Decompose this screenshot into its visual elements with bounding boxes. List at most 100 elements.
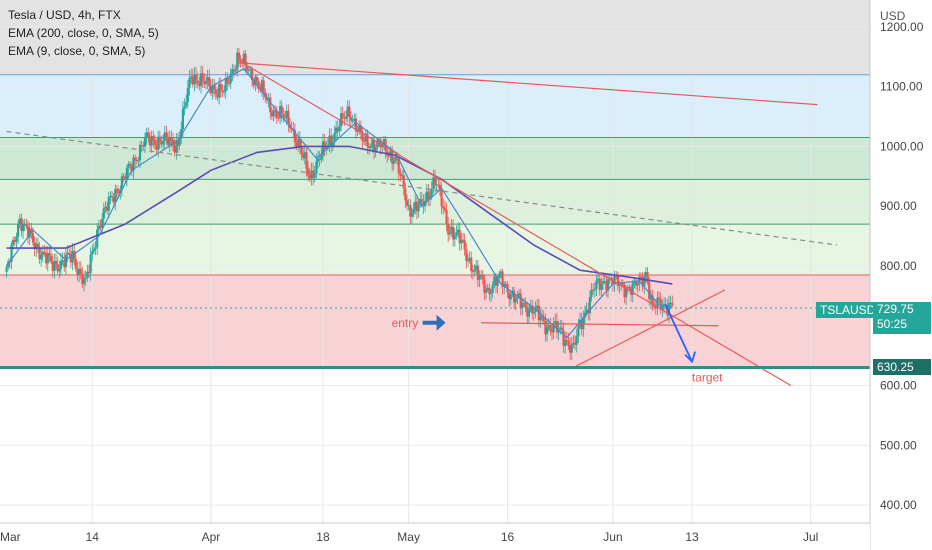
candle-body — [512, 290, 516, 303]
trend-line — [573, 289, 726, 369]
candle-body — [280, 106, 283, 114]
candle-body — [46, 253, 49, 264]
candle-body — [343, 117, 346, 119]
candle-body — [127, 163, 130, 168]
candle-body — [541, 316, 544, 318]
candle-body — [447, 224, 450, 235]
price-axis-panel[interactable] — [870, 0, 932, 550]
candle-body — [204, 81, 208, 85]
time-tick-label: 14 — [86, 530, 100, 544]
candle-body — [234, 70, 237, 72]
candle-body — [364, 133, 367, 141]
candle-body — [20, 218, 23, 232]
price-tick-label: 1200.00 — [880, 20, 924, 34]
candle-body — [227, 83, 231, 85]
candle-body — [496, 278, 499, 286]
price-tick-label: 400.00 — [880, 498, 917, 512]
candle-body — [550, 330, 554, 333]
price-tick-label: 500.00 — [880, 438, 917, 452]
candle-body — [646, 272, 649, 283]
candle-body — [58, 268, 61, 272]
price-tick-label: 900.00 — [880, 199, 917, 213]
candle-body — [12, 239, 15, 245]
candle-body — [442, 206, 445, 209]
candle-body — [374, 147, 377, 152]
candle-body — [102, 208, 105, 219]
candle-body — [539, 316, 542, 321]
ema9-legend[interactable]: EMA (9, close, 0, SMA, 5) — [8, 44, 146, 58]
candle-body — [148, 137, 152, 146]
candle-body — [124, 176, 127, 180]
candle-body — [138, 144, 142, 161]
candle-body — [96, 229, 99, 248]
candle-body — [598, 278, 601, 290]
candle-body — [407, 204, 410, 206]
candle-body — [339, 113, 343, 127]
candle-body — [638, 276, 641, 284]
candle-body — [448, 232, 451, 235]
candle-body — [554, 321, 557, 325]
price-tick-label: 1000.00 — [880, 139, 924, 153]
candle-body — [648, 282, 651, 300]
candle-body — [356, 130, 359, 132]
candle-body — [77, 268, 81, 275]
candle-body — [303, 152, 306, 159]
candle-body — [315, 161, 318, 174]
candle-body — [92, 249, 96, 252]
candle-body — [221, 90, 224, 93]
candle-body — [621, 282, 624, 285]
candle-body — [247, 69, 250, 71]
candle-body — [577, 326, 580, 337]
candle-body — [134, 157, 137, 160]
candle-body — [603, 281, 606, 283]
candle-body — [213, 85, 216, 90]
candle-body — [636, 283, 639, 286]
candle-body — [585, 309, 588, 313]
candle-body — [508, 292, 511, 300]
candle-body — [226, 78, 229, 84]
candle-body — [270, 112, 273, 117]
candle-body — [425, 191, 428, 201]
candle-body — [30, 228, 33, 234]
candle-body — [307, 168, 310, 176]
candle-body — [634, 280, 638, 286]
candle-body — [639, 276, 643, 278]
candle-body — [13, 239, 16, 242]
candle-body — [91, 251, 94, 255]
candle-body — [631, 283, 634, 295]
candle-body — [532, 312, 535, 314]
candle-body — [87, 271, 91, 274]
candle-body — [486, 287, 489, 290]
candle-body — [211, 85, 214, 94]
candle-body — [417, 205, 420, 212]
candle-body — [185, 102, 188, 107]
candle-body — [18, 218, 21, 225]
ema200-legend[interactable]: EMA (200, close, 0, SMA, 5) — [8, 26, 159, 40]
time-axis-panel[interactable] — [0, 523, 870, 550]
candle-body — [260, 80, 264, 91]
candle-body — [372, 140, 376, 152]
candle-body — [415, 201, 418, 212]
candle-body — [427, 191, 430, 199]
candle-body — [493, 276, 496, 286]
time-tick-label: 18 — [316, 530, 330, 544]
candle-body — [115, 188, 119, 192]
candle-body — [669, 302, 672, 304]
candle-body — [611, 280, 615, 285]
support-line[interactable] — [0, 307, 870, 369]
candle-body — [5, 267, 8, 272]
price-tick-label: 600.00 — [880, 379, 917, 393]
symbol-title[interactable]: Tesla / USD, 4h, FTX — [8, 8, 121, 22]
candle-body — [437, 184, 440, 186]
trend-lines[interactable] — [6, 59, 838, 387]
time-tick-label: 16 — [501, 530, 515, 544]
candle-body — [626, 287, 629, 289]
candle-body — [68, 252, 71, 255]
candle-body — [51, 261, 54, 272]
candle-body — [199, 73, 203, 87]
candle-body — [519, 293, 522, 309]
candle-body — [262, 80, 265, 93]
candle-body — [328, 135, 331, 146]
candle-body — [470, 257, 473, 272]
